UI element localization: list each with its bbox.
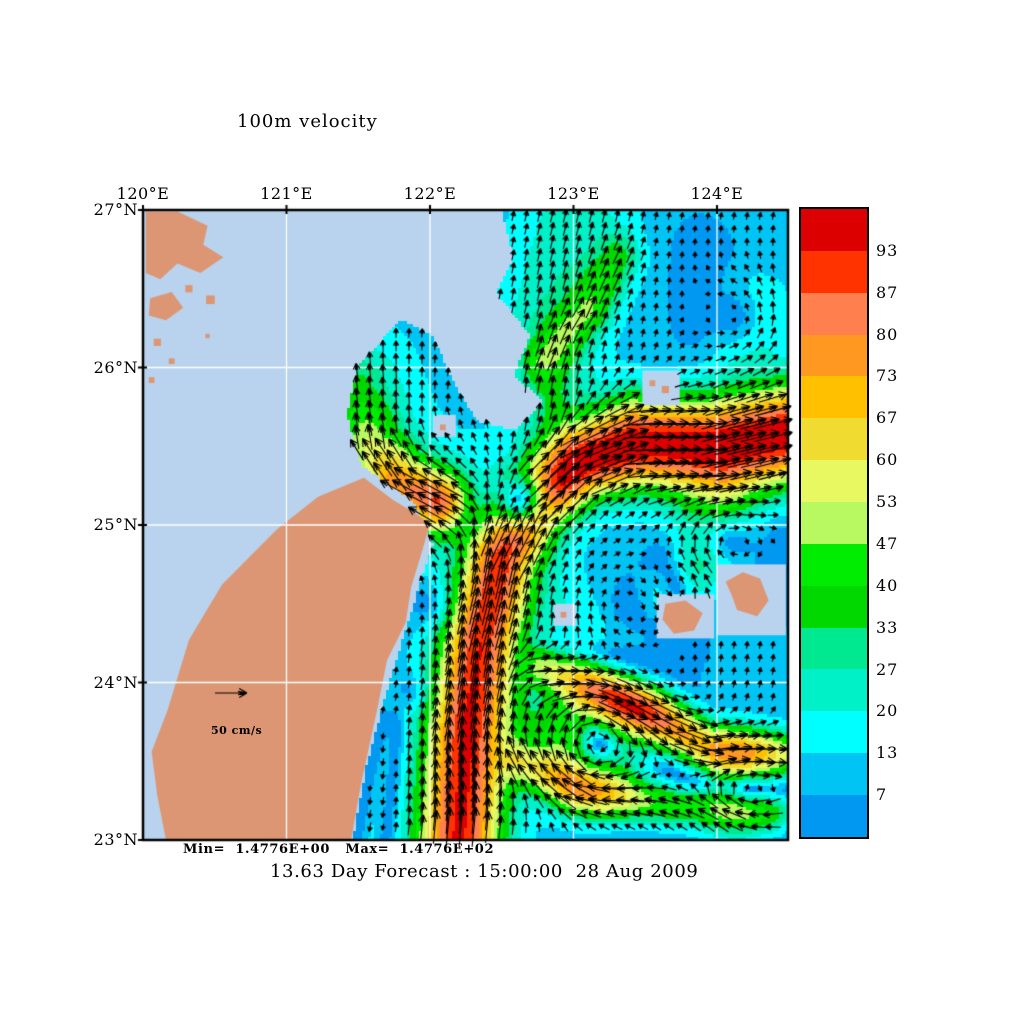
forecast-footer: 13.63 Day Forecast : 15:00:00 28 Aug 200… bbox=[270, 861, 699, 882]
colorbar-tick-label: 27 bbox=[876, 659, 899, 679]
colorbar-tick-label: 47 bbox=[876, 533, 899, 553]
colorbar-band bbox=[801, 334, 867, 377]
colorbar-band bbox=[801, 669, 867, 712]
x-axis-tick-label: 121°E bbox=[260, 184, 313, 203]
colorbar-band bbox=[801, 585, 867, 628]
colorbar-band bbox=[801, 250, 867, 293]
minmax-annotation: Min= 1.4776E+00 Max= 1.4776E+02 bbox=[183, 842, 495, 857]
x-axis-tick-label: 120°E bbox=[116, 184, 170, 203]
colorbar-tick-label: 60 bbox=[876, 450, 899, 470]
x-axis-tick-label: 122°E bbox=[403, 184, 457, 203]
colorbar-tick-label: 53 bbox=[876, 492, 899, 512]
colorbar-band bbox=[801, 418, 867, 461]
colorbar-tick-label: 33 bbox=[876, 617, 899, 637]
colorbar-tick-label: 7 bbox=[876, 785, 888, 805]
colorbar-band bbox=[801, 209, 867, 251]
colorbar-tick-label: 20 bbox=[876, 701, 899, 721]
colorbar-band bbox=[801, 711, 867, 754]
y-axis-tick-label: 24°N bbox=[93, 672, 138, 692]
colorbar-tick-label: 40 bbox=[876, 575, 899, 595]
colorbar-band bbox=[801, 627, 867, 670]
y-axis-tick-label: 26°N bbox=[93, 357, 138, 377]
y-axis-tick-label: 23°N bbox=[93, 830, 138, 849]
colorbar-band bbox=[801, 292, 867, 335]
colorbar-band bbox=[801, 502, 867, 544]
colorbar-band bbox=[801, 753, 867, 796]
x-axis-tick-label: 124°E bbox=[690, 184, 744, 203]
velocity-map-canvas bbox=[131, 198, 800, 852]
colorbar-tick-label: 67 bbox=[876, 408, 899, 428]
colorbar-band bbox=[801, 795, 867, 837]
colorbar-band bbox=[801, 460, 867, 503]
colorbar-band bbox=[801, 376, 867, 419]
colorbar-tick-label: 87 bbox=[876, 282, 899, 302]
plot-title: 100m velocity bbox=[237, 111, 378, 132]
x-axis-tick-label: 123°E bbox=[547, 184, 600, 203]
y-axis-tick-label: 25°N bbox=[93, 515, 138, 534]
scale-arrow-label: 50 cm/s bbox=[211, 724, 263, 737]
y-axis-tick-label: 27°N bbox=[93, 200, 138, 219]
colorbar-tick-label: 93 bbox=[876, 240, 899, 260]
colorbar bbox=[799, 207, 869, 839]
colorbar-tick-label: 13 bbox=[876, 743, 899, 763]
colorbar-tick-label: 80 bbox=[876, 324, 899, 344]
colorbar-band bbox=[801, 543, 867, 586]
colorbar-tick-label: 73 bbox=[876, 366, 899, 386]
